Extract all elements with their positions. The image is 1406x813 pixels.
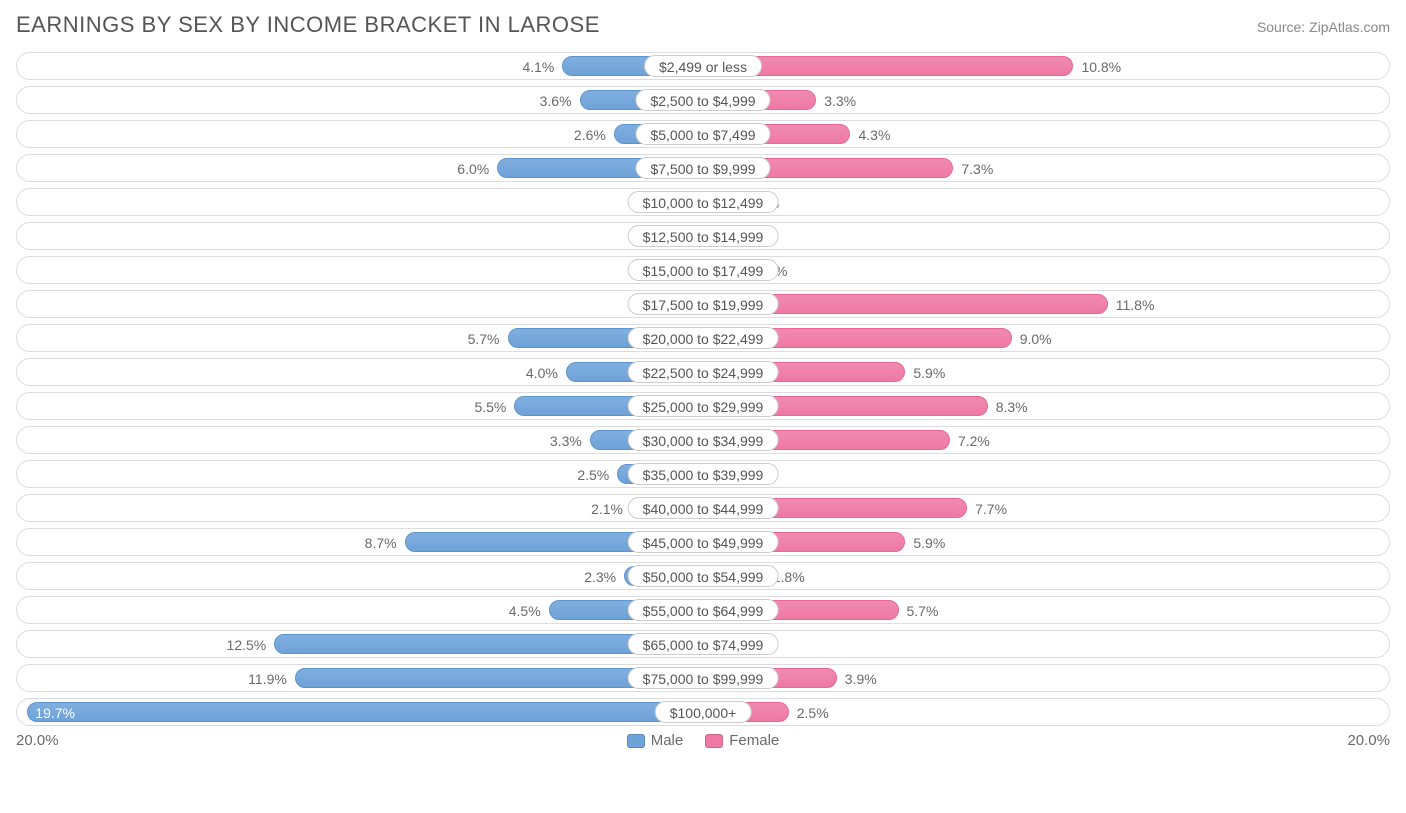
value-label-female: 5.7% bbox=[899, 597, 939, 625]
value-label-female: 4.3% bbox=[850, 121, 890, 149]
value-label-male: 2.5% bbox=[577, 461, 617, 489]
legend-label-female: Female bbox=[729, 732, 779, 749]
bracket-label: $35,000 to $39,999 bbox=[628, 463, 779, 485]
bracket-label: $12,500 to $14,999 bbox=[628, 225, 779, 247]
bracket-label: $2,500 to $4,999 bbox=[635, 89, 770, 111]
value-label-male: 5.5% bbox=[474, 393, 514, 421]
diverging-bar-chart: 4.1% 10.8% $2,499 or less 3.6% 3.3% $2,500 to… bbox=[16, 52, 1390, 726]
legend-label-male: Male bbox=[651, 732, 684, 749]
legend-item-male: Male bbox=[627, 732, 684, 749]
bracket-label: $45,000 to $49,999 bbox=[628, 531, 779, 553]
value-label-male: 4.0% bbox=[526, 359, 566, 387]
value-label-male: 5.7% bbox=[468, 325, 508, 353]
chart-row: 0.67%0.83%$10,000 to $12,499 bbox=[16, 188, 1390, 216]
value-label-female: 10.8% bbox=[1073, 53, 1121, 81]
legend-item-female: Female bbox=[705, 732, 779, 749]
chart-row: 2.3%1.8%$50,000 to $54,999 bbox=[16, 562, 1390, 590]
legend-swatch-male bbox=[627, 734, 645, 748]
bracket-label: $100,000+ bbox=[655, 701, 752, 723]
bracket-label: $75,000 to $99,999 bbox=[628, 667, 779, 689]
axis-max-left: 20.0% bbox=[16, 732, 59, 749]
value-label-male: 2.6% bbox=[574, 121, 614, 149]
chart-header: EARNINGS BY SEX BY INCOME BRACKET IN LAR… bbox=[16, 12, 1390, 38]
value-label-male: 2.1% bbox=[591, 495, 631, 523]
chart-row: 19.7% 2.5% $100,000+ bbox=[16, 698, 1390, 726]
value-label-female: 5.9% bbox=[905, 359, 945, 387]
bracket-label: $50,000 to $54,999 bbox=[628, 565, 779, 587]
chart-row: 0.0%11.8%$17,500 to $19,999 bbox=[16, 290, 1390, 318]
bracket-label: $65,000 to $74,999 bbox=[628, 633, 779, 655]
value-label-female: 11.8% bbox=[1108, 291, 1155, 319]
chart-row: 11.9% 3.9% $75,000 to $99,999 bbox=[16, 664, 1390, 692]
bracket-label: $25,000 to $29,999 bbox=[628, 395, 779, 417]
axis-max-right: 20.0% bbox=[1347, 732, 1390, 749]
value-label-male: 4.5% bbox=[509, 597, 549, 625]
chart-row: 2.6% 4.3% $5,000 to $7,499 bbox=[16, 120, 1390, 148]
value-label-female: 7.2% bbox=[950, 427, 990, 455]
source-prefix: Source: bbox=[1257, 19, 1305, 35]
value-label-male: 3.3% bbox=[550, 427, 590, 455]
chart-row: 2.1% 7.7% $40,000 to $44,999 bbox=[16, 494, 1390, 522]
bracket-label: $17,500 to $19,999 bbox=[628, 293, 779, 315]
value-label-female: 8.3% bbox=[988, 393, 1028, 421]
value-label-male: 3.6% bbox=[540, 87, 580, 115]
value-label-female: 3.9% bbox=[837, 665, 877, 693]
value-label-male: 4.1% bbox=[522, 53, 562, 81]
source-name: ZipAtlas.com bbox=[1309, 19, 1390, 35]
value-label-female: 3.3% bbox=[816, 87, 856, 115]
chart-row: 0.61%1.0%$12,500 to $14,999 bbox=[16, 222, 1390, 250]
value-label-female: 9.0% bbox=[1012, 325, 1052, 353]
chart-row: 4.1% 10.8% $2,499 or less bbox=[16, 52, 1390, 80]
value-label-male: 19.7% bbox=[27, 699, 75, 727]
value-label-female: 7.7% bbox=[967, 495, 1007, 523]
legend-swatch-female bbox=[705, 734, 723, 748]
chart-row: 4.0% 5.9% $22,500 to $24,999 bbox=[16, 358, 1390, 386]
bracket-label: $5,000 to $7,499 bbox=[635, 123, 770, 145]
value-label-female: 7.3% bbox=[953, 155, 993, 183]
bracket-label: $22,500 to $24,999 bbox=[628, 361, 779, 383]
value-label-male: 6.0% bbox=[457, 155, 497, 183]
value-label-male: 8.7% bbox=[365, 529, 405, 557]
value-label-male: 2.3% bbox=[584, 563, 624, 591]
bracket-label: $40,000 to $44,999 bbox=[628, 497, 779, 519]
chart-row: 6.0% 7.3% $7,500 to $9,999 bbox=[16, 154, 1390, 182]
value-label-male: 12.5% bbox=[227, 631, 275, 659]
chart-row: 3.6% 3.3% $2,500 to $4,999 bbox=[16, 86, 1390, 114]
bar-male bbox=[27, 702, 703, 722]
chart-row: 2.5%0.58%$35,000 to $39,999 bbox=[16, 460, 1390, 488]
value-label-female: 5.9% bbox=[905, 529, 945, 557]
bracket-label: $15,000 to $17,499 bbox=[628, 259, 779, 281]
chart-row: 3.3% 7.2% $30,000 to $34,999 bbox=[16, 426, 1390, 454]
bracket-label: $2,499 or less bbox=[644, 55, 762, 77]
chart-row: 0.0%1.3%$15,000 to $17,499 bbox=[16, 256, 1390, 284]
chart-row: 8.7% 5.9% $45,000 to $49,999 bbox=[16, 528, 1390, 556]
bracket-label: $10,000 to $12,499 bbox=[628, 191, 779, 213]
chart-row: 5.5% 8.3% $25,000 to $29,999 bbox=[16, 392, 1390, 420]
bracket-label: $20,000 to $22,499 bbox=[628, 327, 779, 349]
value-label-male: 11.9% bbox=[248, 665, 295, 693]
chart-row: 5.7% 9.0% $20,000 to $22,499 bbox=[16, 324, 1390, 352]
value-label-female: 2.5% bbox=[789, 699, 829, 727]
chart-row: 12.5%1.0%$65,000 to $74,999 bbox=[16, 630, 1390, 658]
chart-title: EARNINGS BY SEX BY INCOME BRACKET IN LAR… bbox=[16, 12, 600, 38]
bracket-label: $7,500 to $9,999 bbox=[635, 157, 770, 179]
legend: Male Female bbox=[627, 732, 780, 749]
bracket-label: $30,000 to $34,999 bbox=[628, 429, 779, 451]
bracket-label: $55,000 to $64,999 bbox=[628, 599, 779, 621]
chart-footer: 20.0% Male Female 20.0% bbox=[16, 732, 1390, 749]
source-attribution: Source: ZipAtlas.com bbox=[1257, 19, 1390, 35]
chart-row: 4.5% 5.7% $55,000 to $64,999 bbox=[16, 596, 1390, 624]
